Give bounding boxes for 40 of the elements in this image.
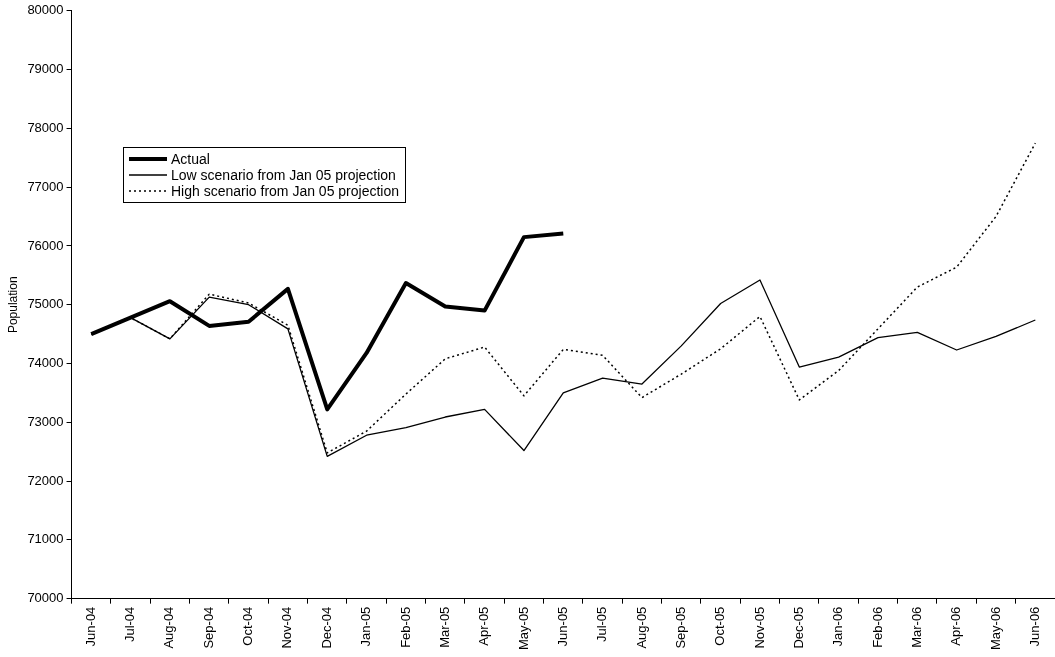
- y-tick-label: 80000: [27, 2, 64, 18]
- x-tick-label: Apr-06: [948, 606, 964, 646]
- x-tick-label: Aug-05: [633, 606, 649, 649]
- x-tick-label: Jan-06: [830, 606, 846, 647]
- x-tick-label: Jul-04: [122, 606, 138, 643]
- y-tick-label: 77000: [27, 178, 64, 194]
- y-tick-label: 73000: [27, 413, 64, 429]
- x-tick-label: Nov-05: [751, 606, 767, 649]
- x-tick-label: Dec-04: [318, 606, 334, 649]
- x-tick-label: Mar-05: [436, 606, 452, 648]
- x-tick-label: Mar-06: [908, 606, 924, 648]
- x-tick-label: Oct-05: [712, 606, 728, 646]
- y-tick-label: 79000: [27, 61, 64, 77]
- y-tick-label: 72000: [27, 472, 64, 488]
- y-tick-label: 71000: [27, 531, 64, 547]
- y-axis-title: Population: [5, 276, 20, 334]
- x-tick-label: Nov-04: [279, 606, 295, 649]
- x-tick-label: May-05: [515, 606, 531, 651]
- y-tick-label: 70000: [27, 590, 64, 606]
- y-tick-label: 78000: [27, 119, 64, 135]
- x-tick-label: Jul-05: [594, 606, 610, 643]
- x-tick-label: Sep-04: [200, 606, 216, 649]
- x-tick-label: May-06: [987, 606, 1003, 651]
- x-tick-label: Dec-05: [790, 606, 806, 649]
- x-tick-label: Aug-04: [161, 606, 177, 649]
- x-tick-label: Feb-06: [869, 606, 885, 648]
- x-tick-label: Oct-04: [240, 606, 256, 646]
- x-tick-label: Jun-06: [1026, 606, 1042, 647]
- y-tick-label: 74000: [27, 355, 64, 371]
- x-tick-label: Apr-05: [476, 606, 492, 646]
- legend-label: High scenario from Jan 05 projection: [171, 183, 400, 199]
- x-tick-label: Jan-05: [358, 606, 374, 647]
- x-tick-label: Feb-05: [397, 606, 413, 648]
- y-tick-label: 76000: [27, 237, 64, 253]
- x-tick-label: Jun-04: [82, 606, 98, 647]
- legend-label: Actual: [171, 151, 210, 167]
- x-tick-label: Jun-05: [554, 606, 570, 647]
- y-tick-label: 75000: [27, 296, 64, 312]
- legend-label: Low scenario from Jan 05 projection: [171, 167, 396, 183]
- x-tick-label: Sep-05: [672, 606, 688, 649]
